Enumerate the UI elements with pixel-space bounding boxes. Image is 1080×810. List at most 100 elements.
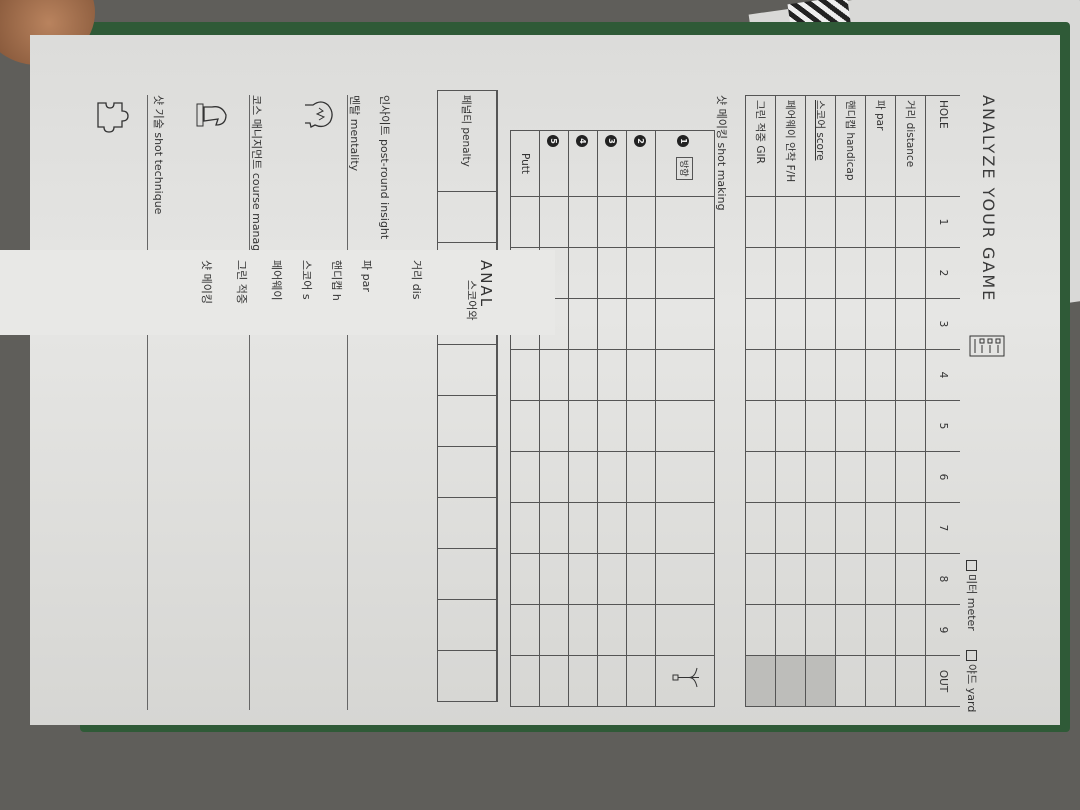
shot-cell[interactable] bbox=[568, 502, 598, 554]
penalty-cell[interactable] bbox=[437, 650, 497, 702]
shot-cell[interactable] bbox=[568, 451, 598, 503]
score-cell[interactable] bbox=[745, 349, 776, 401]
score-cell[interactable] bbox=[835, 604, 866, 656]
shot-cell[interactable] bbox=[539, 604, 569, 656]
shot-cell[interactable] bbox=[655, 400, 715, 452]
shot-cell[interactable] bbox=[626, 553, 656, 605]
score-cell[interactable] bbox=[835, 196, 866, 248]
score-cell[interactable] bbox=[805, 196, 836, 248]
score-cell[interactable] bbox=[775, 553, 806, 605]
shot-cell[interactable] bbox=[568, 604, 598, 656]
putt-cell[interactable] bbox=[510, 451, 540, 503]
shot-cell[interactable] bbox=[655, 502, 715, 554]
score-cell[interactable] bbox=[865, 553, 896, 605]
score-cell[interactable] bbox=[865, 604, 896, 656]
score-cell[interactable] bbox=[865, 247, 896, 299]
shot-cell[interactable] bbox=[626, 247, 656, 299]
shot-cell[interactable] bbox=[626, 604, 656, 656]
shot-cell[interactable] bbox=[568, 400, 598, 452]
penalty-cell[interactable] bbox=[437, 344, 497, 396]
score-cell[interactable] bbox=[895, 349, 926, 401]
shot-cell[interactable] bbox=[597, 451, 627, 503]
shot-cell[interactable] bbox=[539, 502, 569, 554]
shot-cell[interactable] bbox=[568, 247, 598, 299]
score-cell[interactable] bbox=[745, 247, 776, 299]
penalty-cell[interactable] bbox=[437, 191, 497, 243]
score-cell[interactable] bbox=[775, 247, 806, 299]
putt-cell[interactable] bbox=[510, 349, 540, 401]
score-cell[interactable] bbox=[805, 247, 836, 299]
score-cell[interactable] bbox=[895, 502, 926, 554]
score-cell[interactable] bbox=[835, 298, 866, 350]
score-cell[interactable] bbox=[865, 655, 896, 707]
shot-cell[interactable] bbox=[626, 655, 656, 707]
score-cell[interactable] bbox=[865, 298, 896, 350]
shot-cell[interactable] bbox=[539, 349, 569, 401]
shot-cell[interactable] bbox=[539, 400, 569, 452]
score-cell[interactable] bbox=[895, 400, 926, 452]
shot-cell[interactable] bbox=[568, 553, 598, 605]
score-cell[interactable] bbox=[775, 604, 806, 656]
score-cell[interactable] bbox=[835, 655, 866, 707]
score-cell[interactable] bbox=[895, 247, 926, 299]
score-cell[interactable] bbox=[895, 196, 926, 248]
score-cell[interactable] bbox=[745, 553, 776, 605]
penalty-cell[interactable] bbox=[437, 395, 497, 447]
score-cell[interactable] bbox=[745, 655, 776, 707]
score-cell[interactable] bbox=[835, 247, 866, 299]
shot-cell[interactable] bbox=[655, 247, 715, 299]
putt-cell[interactable] bbox=[510, 502, 540, 554]
shot-cell[interactable] bbox=[539, 451, 569, 503]
putt-cell[interactable] bbox=[510, 655, 540, 707]
score-cell[interactable] bbox=[745, 196, 776, 248]
score-cell[interactable] bbox=[805, 553, 836, 605]
score-cell[interactable] bbox=[895, 553, 926, 605]
score-cell[interactable] bbox=[895, 655, 926, 707]
shot-cell[interactable] bbox=[626, 196, 656, 248]
penalty-cell[interactable] bbox=[437, 497, 497, 549]
score-cell[interactable] bbox=[865, 451, 896, 503]
shot-cell[interactable] bbox=[568, 196, 598, 248]
shot-cell[interactable] bbox=[568, 349, 598, 401]
shot-cell[interactable] bbox=[539, 196, 569, 248]
shot-cell[interactable] bbox=[655, 604, 715, 656]
score-cell[interactable] bbox=[775, 451, 806, 503]
score-cell[interactable] bbox=[745, 451, 776, 503]
shot-cell[interactable] bbox=[655, 655, 715, 707]
shot-cell[interactable] bbox=[539, 553, 569, 605]
shot-cell[interactable] bbox=[597, 655, 627, 707]
shot-cell[interactable] bbox=[597, 553, 627, 605]
shot-cell[interactable] bbox=[597, 196, 627, 248]
putt-cell[interactable] bbox=[510, 196, 540, 248]
score-cell[interactable] bbox=[745, 298, 776, 350]
penalty-cell[interactable] bbox=[437, 548, 497, 600]
score-cell[interactable] bbox=[895, 451, 926, 503]
shot-cell[interactable] bbox=[655, 553, 715, 605]
penalty-cell[interactable] bbox=[437, 446, 497, 498]
shot-cell[interactable] bbox=[626, 502, 656, 554]
score-cell[interactable] bbox=[805, 298, 836, 350]
shot-cell[interactable] bbox=[626, 349, 656, 401]
shot-cell[interactable] bbox=[626, 451, 656, 503]
score-cell[interactable] bbox=[865, 502, 896, 554]
shot-cell[interactable] bbox=[597, 502, 627, 554]
shot-cell[interactable] bbox=[597, 298, 627, 350]
score-cell[interactable] bbox=[775, 298, 806, 350]
score-cell[interactable] bbox=[805, 604, 836, 656]
score-cell[interactable] bbox=[775, 196, 806, 248]
score-cell[interactable] bbox=[835, 553, 866, 605]
score-cell[interactable] bbox=[835, 451, 866, 503]
score-cell[interactable] bbox=[865, 196, 896, 248]
score-cell[interactable] bbox=[835, 400, 866, 452]
unit-meter-option[interactable]: 미터 meter bbox=[964, 560, 980, 631]
checkbox[interactable] bbox=[966, 560, 978, 571]
shot-cell[interactable] bbox=[597, 247, 627, 299]
score-cell[interactable] bbox=[745, 400, 776, 452]
shot-cell[interactable] bbox=[568, 655, 598, 707]
shot-cell[interactable] bbox=[655, 349, 715, 401]
shot-cell[interactable] bbox=[655, 298, 715, 350]
score-cell[interactable] bbox=[805, 451, 836, 503]
shot-cell[interactable] bbox=[626, 400, 656, 452]
checkbox[interactable] bbox=[966, 650, 978, 661]
score-cell[interactable] bbox=[775, 400, 806, 452]
